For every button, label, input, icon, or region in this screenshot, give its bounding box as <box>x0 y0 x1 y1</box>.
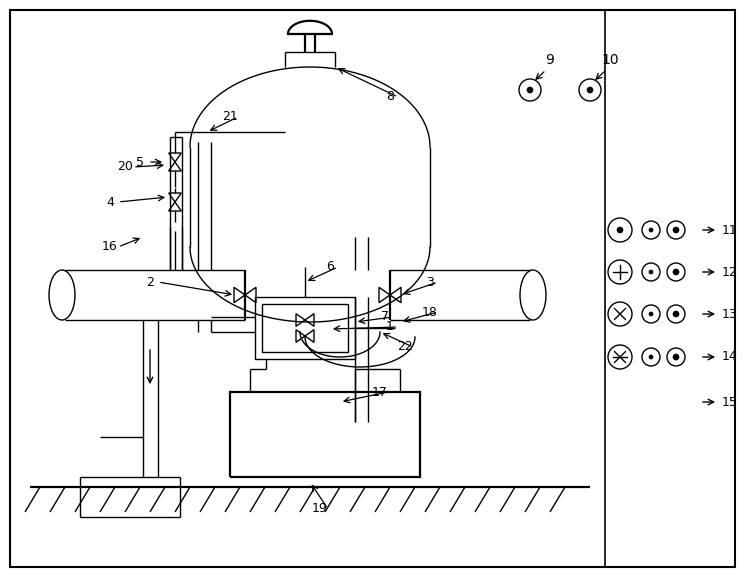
Text: 12: 12 <box>722 265 738 279</box>
Circle shape <box>649 270 653 274</box>
Polygon shape <box>305 314 314 327</box>
Polygon shape <box>305 329 314 342</box>
Polygon shape <box>390 287 401 303</box>
Text: 5: 5 <box>136 155 144 168</box>
Text: 7: 7 <box>381 310 389 324</box>
Polygon shape <box>168 193 181 202</box>
Circle shape <box>587 87 593 93</box>
Text: 16: 16 <box>102 241 118 253</box>
Circle shape <box>673 311 679 317</box>
Text: 21: 21 <box>222 111 238 123</box>
Text: 10: 10 <box>601 53 619 67</box>
Circle shape <box>649 355 653 359</box>
Polygon shape <box>296 329 305 342</box>
Circle shape <box>673 269 679 275</box>
Text: 2: 2 <box>146 275 154 288</box>
Polygon shape <box>379 287 390 303</box>
Text: 6: 6 <box>326 260 334 273</box>
Circle shape <box>673 227 679 233</box>
Text: 18: 18 <box>422 305 438 319</box>
Text: 15: 15 <box>722 395 738 409</box>
Text: 8: 8 <box>386 91 394 103</box>
Text: 22: 22 <box>397 340 413 354</box>
Circle shape <box>527 87 533 93</box>
Text: 1: 1 <box>386 320 394 334</box>
Text: 19: 19 <box>312 503 328 515</box>
Circle shape <box>617 227 623 233</box>
Text: 20: 20 <box>117 160 133 174</box>
Text: 9: 9 <box>545 53 554 67</box>
Polygon shape <box>168 202 181 211</box>
Circle shape <box>649 228 653 232</box>
Text: 3: 3 <box>426 275 434 288</box>
Text: 4: 4 <box>106 196 114 208</box>
Circle shape <box>649 312 653 316</box>
Polygon shape <box>168 153 181 162</box>
Polygon shape <box>245 287 256 303</box>
Circle shape <box>673 354 679 360</box>
Polygon shape <box>234 287 245 303</box>
Text: 11: 11 <box>722 223 738 237</box>
Text: 13: 13 <box>722 308 738 320</box>
Polygon shape <box>296 314 305 327</box>
Polygon shape <box>168 162 181 171</box>
Text: 17: 17 <box>372 385 388 399</box>
Text: 14: 14 <box>722 350 738 364</box>
